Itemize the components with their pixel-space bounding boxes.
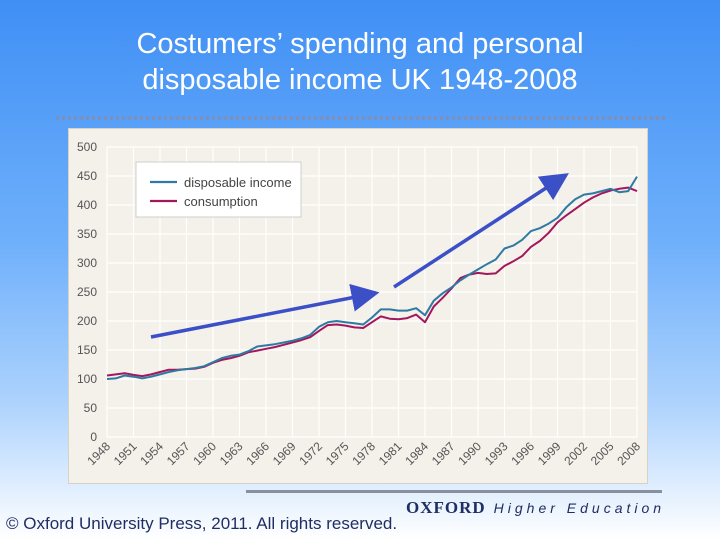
- gridlines: [106, 146, 638, 438]
- y-tick-label: 450: [77, 169, 97, 183]
- x-tick-label: 1987: [429, 439, 458, 468]
- legend: disposable income consumption: [135, 161, 302, 218]
- x-tick-label: 2005: [588, 439, 617, 468]
- x-tick-label: 1963: [217, 439, 246, 468]
- x-tick-label: 1993: [482, 439, 511, 468]
- y-tick-label: 300: [77, 256, 97, 270]
- legend-label-consumption: consumption: [184, 194, 258, 209]
- trend-arrow-left: [150, 283, 380, 339]
- x-tick-label: 1999: [535, 439, 564, 468]
- x-tick-label: 1969: [270, 439, 299, 468]
- chart-panel: 0 50 100 150 200 250 300 350 400 450 500 1948 1951 1…: [68, 128, 648, 484]
- y-tick-label: 150: [77, 343, 97, 357]
- y-tick-label: 0: [90, 430, 97, 444]
- copyright-notice: © Oxford University Press, 2011. All rig…: [6, 514, 398, 533]
- x-tick-label: 1996: [508, 439, 537, 468]
- y-axis-ticks: 0 50 100 150 200 250 300 350 400 450 500: [77, 140, 97, 444]
- x-tick-label: 1966: [243, 439, 272, 468]
- legend-label-disposable-income: disposable income: [184, 175, 292, 190]
- x-tick-label: 1960: [190, 439, 219, 468]
- x-tick-label: 1984: [402, 439, 431, 468]
- x-tick-label: 1981: [376, 439, 405, 468]
- x-axis-ticks: 1948195119541957196019631966196919721975…: [84, 439, 643, 468]
- x-tick-label: 1948: [84, 439, 113, 468]
- y-tick-label: 100: [77, 372, 97, 386]
- x-tick-label: 1978: [349, 439, 378, 468]
- y-tick-label: 50: [84, 401, 98, 415]
- dotted-divider: [56, 116, 666, 120]
- slide-title: Costumers’ spending and personal disposa…: [20, 26, 700, 98]
- x-tick-label: 2008: [614, 439, 643, 468]
- publisher-subtitle: Higher Education: [493, 500, 666, 516]
- publisher-logo: OXFORD Higher Education: [406, 498, 665, 518]
- publisher-name: OXFORD: [406, 498, 486, 517]
- x-tick-label: 1957: [164, 439, 193, 468]
- x-tick-label: 1972: [296, 439, 325, 468]
- slide-title-line-1: Costumers’ spending and personal: [136, 28, 584, 60]
- trend-arrows: [150, 173, 569, 339]
- y-tick-label: 250: [77, 285, 97, 299]
- trend-arrow-right: [393, 173, 569, 289]
- x-tick-label: 2002: [561, 439, 590, 468]
- x-tick-label: 1990: [455, 439, 484, 468]
- y-tick-label: 200: [77, 314, 97, 328]
- x-tick-label: 1975: [323, 439, 352, 468]
- series-lines: [106, 176, 638, 380]
- x-tick-label: 1951: [111, 439, 140, 468]
- x-tick-label: 1954: [137, 439, 166, 468]
- series-line-disposable-income: [106, 176, 638, 380]
- bottom-divider: [246, 490, 662, 493]
- y-tick-label: 350: [77, 227, 97, 241]
- slide-title-line-2: disposable income UK 1948-2008: [142, 64, 578, 96]
- y-tick-label: 500: [77, 140, 97, 154]
- y-tick-label: 400: [77, 198, 97, 212]
